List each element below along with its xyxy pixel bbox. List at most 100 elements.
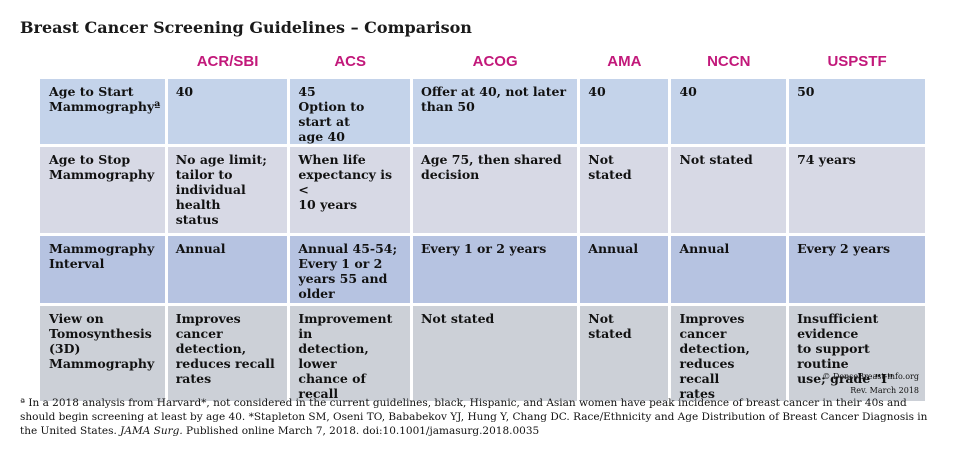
copyright-text: © DenseBreast-info.org — [822, 372, 919, 381]
cell-line: Every 1 or 2 years — [421, 241, 547, 256]
cell-acr-sbi: 40 — [167, 76, 288, 144]
label-line: Age to Start — [49, 84, 134, 99]
cell-line: decision — [421, 167, 480, 182]
cell-line: tailor to — [175, 167, 233, 182]
cell-acr-sbi: No age limit; tailor to individual healt… — [167, 144, 288, 233]
cell-line: Improvement in — [298, 311, 393, 341]
cell-uspstf: Insufficient evidence to support routine… — [789, 303, 925, 401]
cell-line: reduces recall — [175, 356, 275, 371]
cell-uspstf: 50 — [789, 76, 925, 144]
cell-line: Not stated — [679, 152, 753, 167]
label-line: Interval — [49, 256, 105, 271]
cell-line: Option to start at — [298, 99, 365, 129]
label-line: Mammography — [49, 167, 155, 182]
column-header-ama: AMA — [607, 52, 642, 70]
cell-line: Offer at 40, not later — [421, 84, 567, 99]
cell-line: use; grade "I" — [797, 371, 894, 386]
row-label: Mammography Interval — [40, 233, 165, 303]
cell-ama: Annual — [580, 233, 669, 303]
cell-line: Every 1 or 2 — [298, 256, 383, 271]
cell-line: detection, — [679, 341, 750, 356]
page-title: Breast Cancer Screening Guidelines – Com… — [20, 18, 472, 37]
cell-acog: Offer at 40, not later than 50 — [413, 76, 578, 144]
cell-line: years 55 and — [298, 271, 388, 286]
header-row: ACR/SBI ACS ACOG AMA NCCN USPSTF — [40, 46, 925, 76]
revision-text: Rev. March 2018 — [850, 386, 919, 395]
cell-acog: Every 1 or 2 years — [413, 233, 578, 303]
cell-line: chance of recall — [298, 371, 366, 401]
row-mammography-interval: Mammography Interval Annual Annual 45-54… — [40, 233, 925, 303]
cell-line: Annual — [679, 241, 730, 256]
cell-line: 40 — [588, 84, 606, 99]
cell-line: rates — [175, 371, 212, 386]
cell-line: 50 — [797, 84, 815, 99]
label-line: Tomosynthesis — [49, 326, 152, 341]
footnote-text-end: Published online March 7, 2018. doi:10.1… — [182, 425, 540, 437]
cell-line: 10 years — [298, 197, 358, 212]
cell-acs: 45 Option to start at age 40 — [290, 76, 410, 144]
cell-nccn: Annual — [671, 233, 787, 303]
column-header-acog: ACOG — [472, 52, 518, 70]
cell-line: Improves cancer — [175, 311, 241, 341]
cell-line: No age limit; — [175, 152, 267, 167]
cell-line: When life — [298, 152, 366, 167]
column-header-acr-sbi: ACR/SBI — [196, 52, 259, 70]
footnote-journal: JAMA Surg. — [120, 425, 183, 437]
row-label: Age to Stop Mammography — [40, 144, 165, 233]
cell-line: Annual 45-54; — [298, 241, 398, 256]
cell-line: older — [298, 286, 335, 301]
cell-line: 74 years — [797, 152, 856, 167]
cell-line: Every 2 years — [797, 241, 890, 256]
cell-line: Improves — [679, 311, 745, 326]
label-line: Age to Stop — [49, 152, 131, 167]
footnote-text: ª In a 2018 analysis from Harvard*, not … — [20, 397, 928, 437]
cell-line: Not stated — [421, 311, 495, 326]
cell-line: cancer — [679, 326, 727, 341]
cell-ama: Not stated — [580, 303, 669, 401]
cell-ama: 40 — [580, 76, 669, 144]
cell-nccn: Not stated — [671, 144, 787, 233]
cell-line: 40 — [175, 84, 194, 99]
row-label: View on Tomosynthesis (3D) Mammography — [40, 303, 165, 401]
cell-line: reduces recall — [679, 356, 735, 386]
cell-ama: Not stated — [580, 144, 669, 233]
column-header-uspstf: USPSTF — [827, 52, 887, 70]
column-header-nccn: NCCN — [707, 52, 751, 70]
cell-acog: Age 75, then shared decision — [413, 144, 578, 233]
cell-uspstf: Every 2 years — [789, 233, 925, 303]
cell-nccn: Improves cancer detection, reduces recal… — [671, 303, 787, 401]
cell-acr-sbi: Improves cancer detection, reduces recal… — [167, 303, 288, 401]
cell-acr-sbi: Annual — [167, 233, 288, 303]
cell-nccn: 40 — [671, 76, 787, 144]
cell-line: 40 — [679, 84, 697, 99]
cell-uspstf: 74 years — [789, 144, 925, 233]
cell-line: status — [175, 212, 219, 227]
cell-line: Insufficient evidence — [797, 311, 879, 341]
cell-acog: Not stated — [413, 303, 578, 401]
cell-acs: Improvement in detection, lower chance o… — [290, 303, 410, 401]
guidelines-table: ACR/SBI ACS ACOG AMA NCCN USPSTF Age to … — [37, 46, 928, 401]
footnote: ª In a 2018 analysis from Harvard*, not … — [20, 396, 940, 438]
header-corner — [40, 46, 165, 76]
label-line: View on — [49, 311, 104, 326]
cell-line: age 40 — [298, 129, 345, 144]
cell-line: Age 75, then shared — [421, 152, 562, 167]
cell-line: than 50 — [421, 99, 475, 114]
cell-line: individual health — [175, 182, 246, 212]
label-line: Mammography — [49, 356, 155, 371]
row-tomosynthesis: View on Tomosynthesis (3D) Mammography I… — [40, 303, 925, 401]
cell-line: Annual — [175, 241, 226, 256]
cell-line: detection, — [175, 341, 247, 356]
cell-line: 45 — [298, 84, 316, 99]
row-age-to-stop: Age to Stop Mammography No age limit; ta… — [40, 144, 925, 233]
label-line: Mammographyª — [49, 99, 161, 114]
cell-line: Annual — [588, 241, 639, 256]
label-line: Mammography — [49, 241, 155, 256]
cell-line: rates — [679, 386, 715, 401]
cell-line: detection, lower — [298, 341, 369, 371]
cell-line: to support routine — [797, 341, 870, 371]
cell-acs: When life expectancy is < 10 years — [290, 144, 410, 233]
cell-line: Not stated — [588, 311, 632, 341]
label-line: (3D) — [49, 341, 81, 356]
cell-acs: Annual 45-54; Every 1 or 2 years 55 and … — [290, 233, 410, 303]
